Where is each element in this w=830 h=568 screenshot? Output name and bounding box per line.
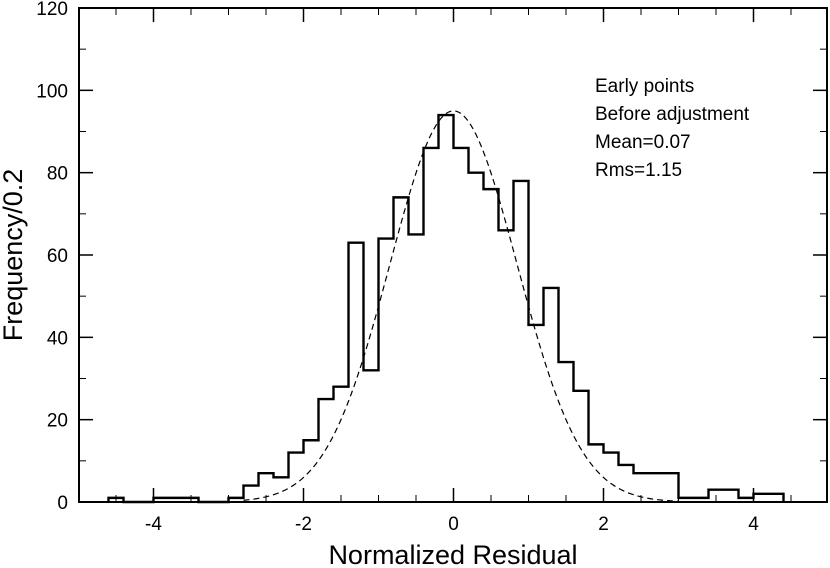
annotation-line-2: Before adjustment: [595, 104, 750, 125]
x-axis-title: Normalized Residual: [328, 540, 577, 568]
y-tick-label: 40: [47, 328, 68, 349]
y-tick-label: 20: [47, 411, 68, 432]
y-tick-label: 80: [47, 164, 68, 185]
major-ticks: [79, 7, 827, 503]
y-axis-title: Frequency/0.2: [0, 169, 28, 342]
x-tick-label: -4: [145, 514, 162, 535]
y-tick-label: 100: [36, 81, 68, 102]
y-tick-label: 60: [47, 246, 68, 267]
y-tick-label: 120: [36, 0, 68, 20]
plot-frame: [78, 7, 828, 503]
minor-ticks: [79, 8, 827, 502]
x-tick-label: 2: [598, 514, 609, 535]
histogram-step-line: [107, 113, 785, 504]
annotation-line-3: Mean=0.07: [595, 132, 691, 153]
gaussian-fit-curve: [243, 110, 679, 502]
y-tick-label: 0: [57, 493, 68, 514]
x-tick-label: 0: [448, 514, 459, 535]
x-tick-label: 4: [748, 514, 759, 535]
stats-annotation: Early points Before adjustment Mean=0.07…: [595, 76, 750, 181]
x-tick-label: -2: [295, 514, 312, 535]
annotation-line-1: Early points: [595, 76, 694, 97]
annotation-line-4: Rms=1.15: [595, 160, 682, 181]
